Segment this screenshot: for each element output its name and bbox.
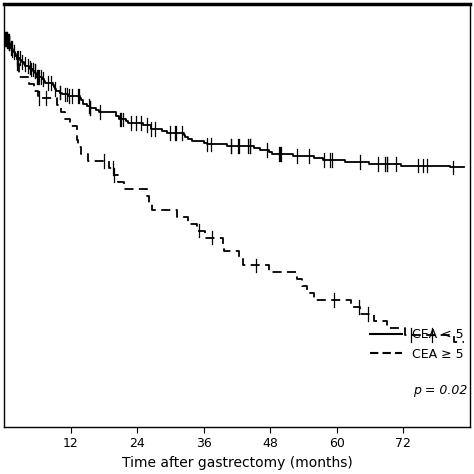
X-axis label: Time after gastrectomy (months): Time after gastrectomy (months) <box>122 456 352 470</box>
Legend: CEA < 5, CEA ≥ 5: CEA < 5, CEA ≥ 5 <box>365 323 468 365</box>
Text: p = 0.02: p = 0.02 <box>413 384 467 397</box>
